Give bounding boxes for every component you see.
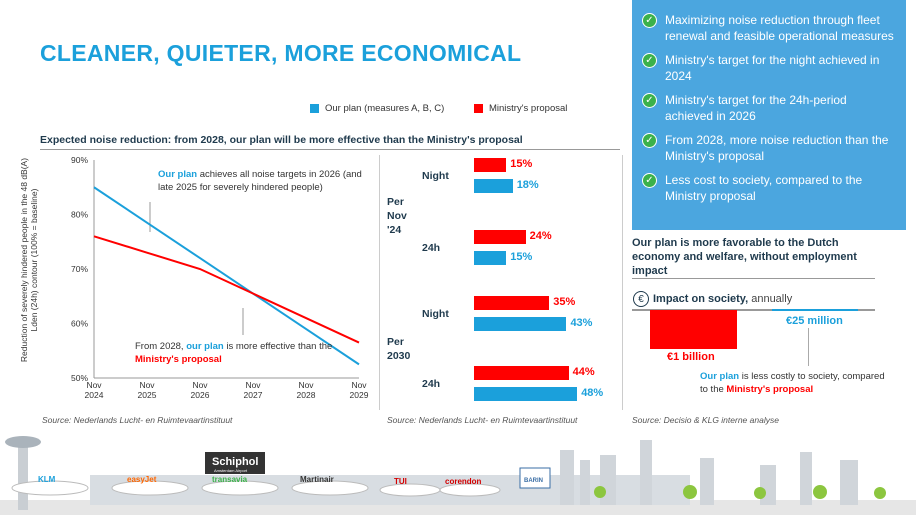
row-label: 24h — [422, 378, 441, 390]
key-point: ✓ Ministry's target for the night achieve… — [642, 52, 896, 84]
legend-label: Ministry's proposal — [489, 103, 568, 114]
our-plan-bar — [474, 387, 578, 401]
legend-ministry: Ministry's proposal — [474, 103, 567, 114]
x-tick-label: Nov — [139, 380, 155, 390]
check-icon: ✓ — [642, 93, 657, 108]
our-plan-cost-bar — [772, 309, 858, 311]
our-plan-line — [93, 186, 360, 366]
economy-heading: Our plan is more favorable to the Dutch … — [632, 237, 857, 277]
ministry-cost-bar — [650, 310, 737, 349]
check-icon: ✓ — [642, 133, 657, 148]
svg-text:KLM: KLM — [38, 475, 56, 484]
group-label: Per Nov '24 — [387, 196, 407, 236]
bar-value: 43% — [570, 317, 593, 329]
ministry-bar — [474, 158, 507, 172]
ministry-bar — [474, 366, 569, 380]
ministry-line — [93, 235, 360, 344]
svg-text:transavia: transavia — [212, 475, 248, 484]
x-tick-label: Nov — [192, 380, 208, 390]
axis-line — [632, 309, 875, 311]
key-point: ✓ From 2028, more noise reduction than th… — [642, 132, 896, 164]
key-point-text: Less cost to society, compared to the Mi… — [665, 173, 863, 203]
bar-value: 35% — [553, 296, 576, 308]
source-bar-chart: Source: Nederlands Lucht- en Ruimtevaart… — [387, 415, 578, 425]
group-label: Per 2030 — [387, 336, 411, 362]
svg-text:TUI: TUI — [394, 477, 407, 486]
divider — [632, 278, 875, 279]
annotation-top: Our plan achieves all noise targets in 2… — [158, 169, 362, 193]
divider — [622, 155, 623, 410]
our-plan-bar — [474, 179, 513, 193]
divider — [379, 155, 380, 410]
y-tick-label: 80% — [71, 210, 88, 220]
x-tick-label: Nov — [86, 380, 102, 390]
y-axis-label: Reduction of severely hindered people in… — [19, 157, 39, 363]
ministry-bar — [474, 296, 550, 310]
x-tick-label: 2024 — [85, 390, 104, 400]
ministry-cost-value: €1 billion — [667, 351, 715, 363]
bar-value: 48% — [581, 387, 604, 399]
callout-line — [808, 328, 809, 366]
check-icon: ✓ — [642, 53, 657, 68]
x-tick-label: 2027 — [244, 390, 263, 400]
source-economy: Source: Decisio & KLG interne analyse — [632, 415, 779, 425]
x-tick-label: 2026 — [191, 390, 210, 400]
bar-value: 24% — [529, 230, 552, 242]
divider — [40, 149, 620, 150]
x-tick-label: 2028 — [297, 390, 316, 400]
bar-chart: Per Nov '24 Per 2030 Night 15% 18% 24h 24% 15% N… — [380, 150, 620, 410]
svg-text:BARIN: BARIN — [524, 478, 543, 484]
svg-text:Martinair: Martinair — [300, 475, 334, 484]
x-tick-label: Nov — [245, 380, 261, 390]
check-icon: ✓ — [642, 173, 657, 188]
key-point-text: Ministry's target for the 24h-period ach… — [665, 93, 847, 123]
our-plan-bar — [474, 251, 507, 265]
chart-subtitle: Expected noise reduction: from 2028, our… — [40, 134, 523, 146]
x-tick-label: 2025 — [138, 390, 157, 400]
svg-text:corendon: corendon — [445, 477, 482, 486]
row-label: Night — [422, 170, 449, 182]
bar-value: 15% — [510, 158, 533, 170]
key-point: ✓ Maximizing noise reduction through flee… — [642, 12, 896, 44]
euro-icon: € — [633, 291, 649, 307]
line-chart: 90%80%70%60%50%Nov2024Nov2025Nov2026Nov2… — [71, 155, 369, 400]
y-tick-label: 70% — [71, 264, 88, 274]
y-tick-label: 90% — [71, 155, 88, 165]
key-point: ✓ Less cost to society, compared to the M… — [642, 172, 896, 204]
svg-text:Amsterdam Airport: Amsterdam Airport — [214, 468, 248, 473]
bar-value: 15% — [510, 251, 533, 263]
row-label: Night — [422, 308, 449, 320]
bar-value: 18% — [516, 179, 539, 191]
airport-skyline-illustration: Schiphol Amsterdam Airport KLM easyJet t… — [0, 436, 916, 515]
x-tick-label: Nov — [298, 380, 314, 390]
economy-note: Our plan is less costly to society, comp… — [700, 371, 885, 395]
page-title: CLEANER, QUIETER, MORE ECONOMICAL — [40, 40, 522, 66]
our-plan-bar — [474, 317, 567, 331]
our-cost-value: €25 million — [786, 315, 843, 327]
key-point-text: Ministry's target for the night achieved… — [665, 53, 880, 83]
key-point: ✓ Ministry's target for the 24h-period ac… — [642, 92, 896, 124]
row-label: 24h — [422, 242, 441, 254]
key-point-text: From 2028, more noise reduction than the… — [665, 133, 889, 163]
y-tick-label: 60% — [71, 319, 88, 329]
x-tick-label: Nov — [351, 380, 367, 390]
bar-value: 44% — [572, 366, 595, 378]
annotation-bottom: From 2028, our plan is more effective th… — [135, 341, 333, 365]
impact-label: Impact on society, annually — [653, 293, 793, 305]
legend-our-plan: Our plan (measures A, B, C) — [310, 103, 444, 114]
key-points-panel: ✓ Maximizing noise reduction through flee… — [632, 0, 906, 230]
x-tick-label: 2029 — [350, 390, 369, 400]
ministry-bar — [474, 230, 526, 244]
key-point-text: Maximizing noise reduction through fleet… — [665, 13, 894, 43]
legend-label: Our plan (measures A, B, C) — [325, 103, 445, 114]
y-tick-label: 50% — [71, 373, 88, 383]
check-icon: ✓ — [642, 13, 657, 28]
svg-text:easyJet: easyJet — [127, 475, 157, 484]
source-line-chart: Source: Nederlands Lucht- en Ruimtevaart… — [42, 415, 233, 425]
schiphol-logo: Schiphol — [212, 456, 258, 468]
